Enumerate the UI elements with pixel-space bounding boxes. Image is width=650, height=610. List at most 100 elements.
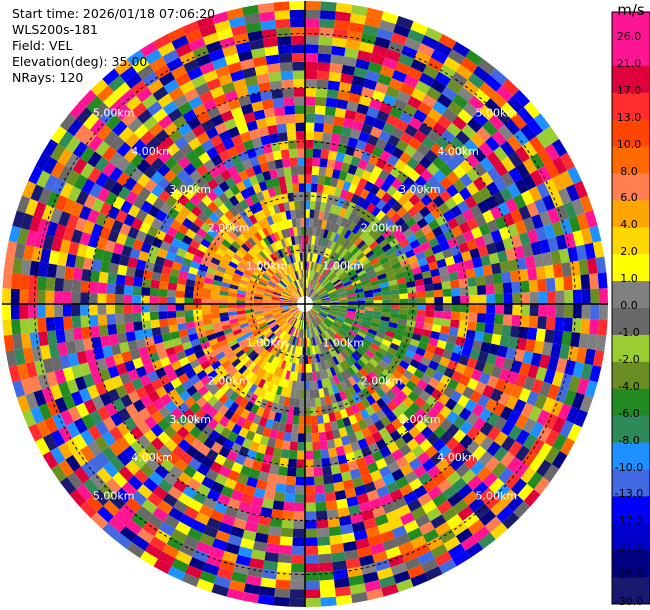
velocity-gate <box>356 380 366 391</box>
velocity-gate <box>250 403 260 415</box>
velocity-gate <box>503 293 513 304</box>
colorbar-swatch <box>612 415 650 444</box>
velocity-gate <box>249 557 265 569</box>
velocity-gate <box>358 131 371 143</box>
velocity-gate <box>249 156 260 167</box>
velocity-gate <box>417 257 429 267</box>
velocity-gate <box>442 296 452 304</box>
velocity-gate <box>269 168 279 179</box>
velocity-gate <box>372 314 382 321</box>
velocity-gate <box>58 165 73 183</box>
velocity-gate <box>171 558 189 573</box>
velocity-gate <box>510 234 523 249</box>
velocity-gate <box>332 223 341 234</box>
velocity-gate <box>274 250 282 260</box>
velocity-gate <box>355 457 367 469</box>
velocity-gate <box>389 284 399 291</box>
velocity-gate <box>177 492 193 507</box>
velocity-gate <box>402 419 415 432</box>
velocity-gate <box>312 305 322 308</box>
velocity-gate <box>300 217 305 227</box>
velocity-gate <box>279 304 289 307</box>
velocity-gate <box>298 288 303 297</box>
velocity-gate <box>99 108 116 125</box>
velocity-gate <box>400 82 415 96</box>
velocity-gate <box>234 434 246 447</box>
velocity-gate <box>525 339 536 353</box>
velocity-gate <box>335 445 346 457</box>
velocity-gate <box>307 320 311 330</box>
velocity-gate <box>282 219 289 230</box>
velocity-gate <box>482 232 495 246</box>
velocity-gate <box>101 345 113 358</box>
velocity-gate <box>513 245 525 260</box>
velocity-gate <box>210 294 220 300</box>
velocity-gate <box>560 373 573 390</box>
velocity-gate <box>12 210 26 228</box>
velocity-gate <box>286 122 296 133</box>
velocity-gate <box>305 148 314 158</box>
velocity-gate <box>318 313 327 319</box>
velocity-gate <box>270 335 279 344</box>
velocity-gate <box>312 327 318 337</box>
velocity-gate <box>216 265 227 274</box>
velocity-gate <box>231 240 242 250</box>
velocity-gate <box>242 419 253 431</box>
velocity-gate <box>291 53 305 63</box>
velocity-gate <box>272 293 281 298</box>
velocity-gate <box>220 110 234 123</box>
velocity-gate <box>94 140 110 157</box>
velocity-gate <box>305 1 321 11</box>
velocity-gate <box>243 484 256 497</box>
velocity-gate <box>486 166 501 182</box>
velocity-gate <box>155 386 168 399</box>
velocity-gate <box>417 362 429 374</box>
velocity-gate <box>572 304 582 319</box>
velocity-gate <box>267 187 276 198</box>
velocity-gate <box>508 151 523 168</box>
velocity-gate <box>459 159 474 174</box>
velocity-gate <box>398 375 410 386</box>
velocity-gate <box>327 212 335 223</box>
velocity-gate <box>378 324 389 331</box>
velocity-gate <box>295 310 301 318</box>
velocity-gate <box>322 267 329 276</box>
velocity-gate <box>315 263 321 273</box>
velocity-gate <box>257 219 266 230</box>
velocity-gate <box>183 129 197 144</box>
velocity-gate <box>213 389 225 401</box>
velocity-gate <box>319 18 335 29</box>
velocity-gate <box>289 326 295 336</box>
velocity-gate <box>280 247 287 258</box>
velocity-gate <box>148 471 164 486</box>
velocity-gate <box>414 420 428 433</box>
velocity-gate <box>277 318 286 326</box>
velocity-gate <box>330 337 338 346</box>
velocity-gate <box>473 431 487 446</box>
velocity-gate <box>535 366 548 382</box>
velocity-gate <box>427 485 443 500</box>
velocity-gate <box>246 449 257 461</box>
velocity-gate <box>361 123 374 135</box>
velocity-gate <box>256 334 266 342</box>
velocity-gate <box>182 420 196 433</box>
velocity-gate <box>332 253 341 263</box>
velocity-gate <box>377 347 388 356</box>
velocity-gate <box>312 306 321 310</box>
velocity-gate <box>375 234 386 245</box>
velocity-gate <box>399 238 410 248</box>
velocity-gate <box>227 98 241 111</box>
velocity-gate <box>258 586 276 597</box>
velocity-gate <box>305 589 321 599</box>
velocity-gate <box>101 146 117 162</box>
velocity-gate <box>307 311 311 321</box>
velocity-gate <box>391 406 404 419</box>
velocity-gate <box>288 299 298 303</box>
velocity-gate <box>267 392 276 403</box>
velocity-gate <box>432 317 443 326</box>
velocity-gate <box>322 466 333 476</box>
velocity-gate <box>526 201 540 218</box>
velocity-gate <box>226 588 244 601</box>
velocity-gate <box>258 368 267 379</box>
velocity-gate <box>292 292 300 299</box>
